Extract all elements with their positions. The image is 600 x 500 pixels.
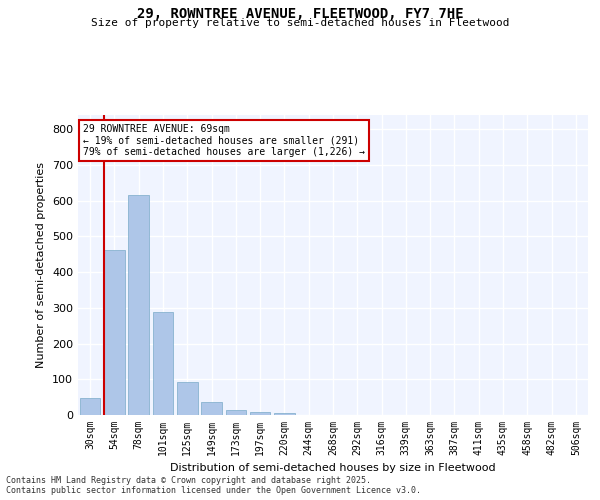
Y-axis label: Number of semi-detached properties: Number of semi-detached properties — [37, 162, 46, 368]
Bar — [152, 312, 173, 415]
Bar — [274, 413, 295, 415]
Text: Contains HM Land Registry data © Crown copyright and database right 2025.
Contai: Contains HM Land Registry data © Crown c… — [6, 476, 421, 495]
Bar — [201, 402, 222, 415]
X-axis label: Distribution of semi-detached houses by size in Fleetwood: Distribution of semi-detached houses by … — [170, 464, 496, 473]
Bar — [104, 250, 125, 415]
Bar — [80, 398, 100, 415]
Bar — [128, 194, 149, 415]
Text: Size of property relative to semi-detached houses in Fleetwood: Size of property relative to semi-detach… — [91, 18, 509, 28]
Text: 29, ROWNTREE AVENUE, FLEETWOOD, FY7 7HE: 29, ROWNTREE AVENUE, FLEETWOOD, FY7 7HE — [137, 8, 463, 22]
Bar — [250, 412, 271, 415]
Bar — [226, 410, 246, 415]
Text: 29 ROWNTREE AVENUE: 69sqm
← 19% of semi-detached houses are smaller (291)
79% of: 29 ROWNTREE AVENUE: 69sqm ← 19% of semi-… — [83, 124, 365, 157]
Bar — [177, 382, 197, 415]
